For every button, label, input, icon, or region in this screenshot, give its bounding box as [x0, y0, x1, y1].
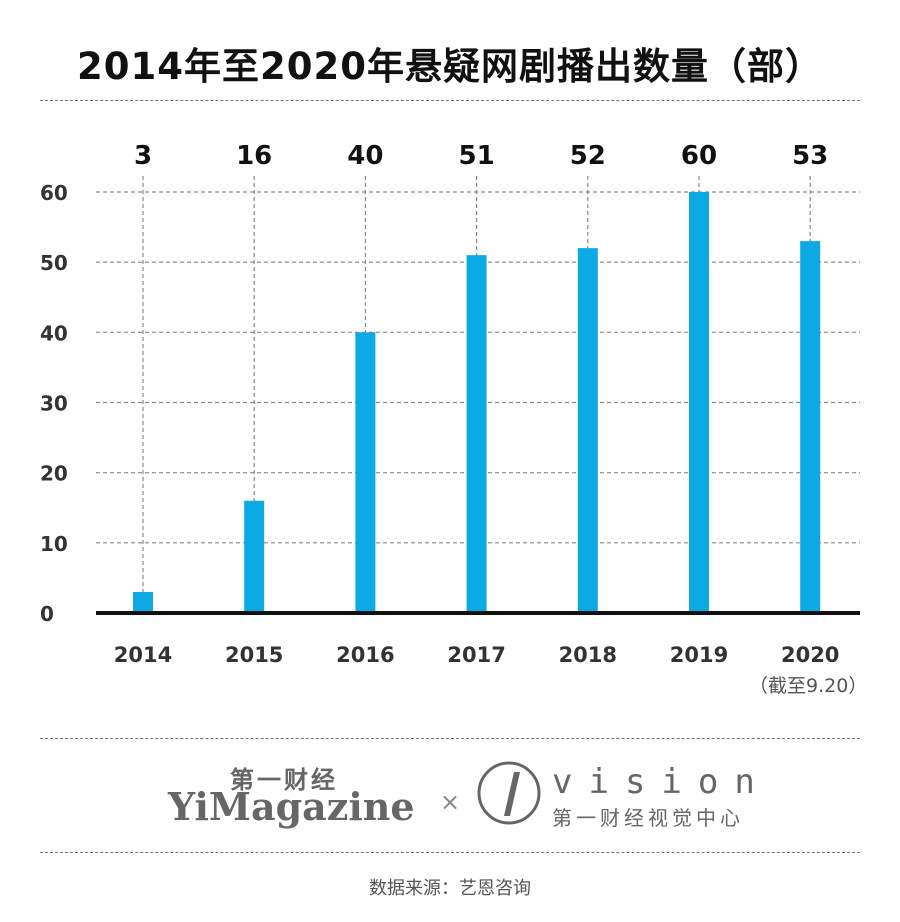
- bar-2016: [355, 332, 376, 613]
- bar-2017: [466, 255, 487, 613]
- bar-2019: [689, 192, 709, 613]
- chart-title: 2014年至2020年悬疑网剧播出数量（部）: [77, 45, 823, 88]
- x-tick-label: 2017: [447, 643, 505, 667]
- yimagazine-cn-name: 第一财经: [230, 766, 338, 794]
- bar-2020: [800, 241, 821, 613]
- y-tick-label: 30: [40, 392, 68, 416]
- y-tick-label: 0: [40, 602, 54, 626]
- vision-wordmark: vision: [552, 762, 771, 802]
- data-label: 53: [792, 141, 828, 171]
- bar-layer: [96, 192, 860, 615]
- vision-logo-icon: [477, 761, 541, 825]
- bar-2014: [133, 591, 153, 613]
- footer-divider: [40, 738, 860, 739]
- x-tick-label: 2016: [336, 643, 394, 667]
- yimagazine-logo: YiMagazine: [168, 784, 415, 829]
- brand-logos: 第一财经 YiMagazine × vision 第一财经视觉中心: [0, 752, 900, 842]
- y-tick-label: 10: [40, 532, 68, 556]
- annotation-note: （截至9.20）: [749, 675, 867, 697]
- data-label: 40: [347, 141, 383, 171]
- data-source: 数据来源：艺恩咨询: [369, 878, 531, 899]
- bottom-divider: [40, 852, 860, 853]
- y-tick-label: 60: [40, 181, 68, 205]
- separator-x: ×: [440, 788, 461, 816]
- x-tick-label: 2019: [670, 643, 728, 667]
- bar-chart: 0 10 20 30 40 50 60 3 2014 16 2015 40 2016 51 2017 52 20…: [40, 141, 867, 697]
- data-label: 60: [681, 141, 717, 171]
- y-tick-label: 50: [40, 251, 68, 275]
- data-label: 52: [570, 141, 606, 171]
- data-label: 3: [134, 141, 152, 171]
- bar-2018: [577, 248, 598, 613]
- data-label: 51: [459, 141, 495, 171]
- label-layer: 0 10 20 30 40 50 60 3 2014 16 2015 40 2016 51 2017 52 20…: [40, 141, 867, 697]
- vision-cn-name: 第一财经视觉中心: [552, 806, 744, 830]
- x-tick-label: 2014: [114, 643, 172, 667]
- top-divider: [40, 100, 860, 101]
- x-tick-label: 2015: [225, 643, 283, 667]
- bar-2015: [244, 500, 265, 613]
- data-label: 16: [236, 141, 272, 171]
- x-tick-label: 2020: [781, 643, 839, 667]
- y-tick-label: 40: [40, 321, 68, 345]
- y-tick-label: 20: [40, 462, 68, 486]
- x-tick-label: 2018: [559, 643, 617, 667]
